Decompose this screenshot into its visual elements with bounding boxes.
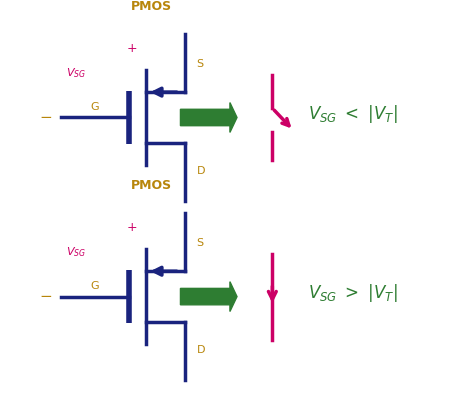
Text: $V_{SG}$: $V_{SG}$ <box>66 245 86 259</box>
Text: PMOS: PMOS <box>131 0 172 13</box>
Polygon shape <box>181 103 237 132</box>
Text: $V_{SG}$: $V_{SG}$ <box>66 66 86 80</box>
Text: G: G <box>91 102 99 112</box>
Polygon shape <box>181 282 237 312</box>
Text: S: S <box>197 238 204 248</box>
Text: −: − <box>39 110 52 125</box>
Text: $V_{SG}\ >\ |V_{T}|$: $V_{SG}\ >\ |V_{T}|$ <box>308 282 397 304</box>
Text: −: − <box>39 289 52 304</box>
Text: D: D <box>197 345 205 356</box>
Text: $V_{SG}\ <\ |V_{T}|$: $V_{SG}\ <\ |V_{T}|$ <box>308 103 397 125</box>
Text: +: + <box>127 222 138 235</box>
Text: D: D <box>197 166 205 176</box>
Text: S: S <box>197 59 204 69</box>
Text: G: G <box>91 281 99 291</box>
Text: +: + <box>127 42 138 55</box>
Text: PMOS: PMOS <box>131 179 172 192</box>
